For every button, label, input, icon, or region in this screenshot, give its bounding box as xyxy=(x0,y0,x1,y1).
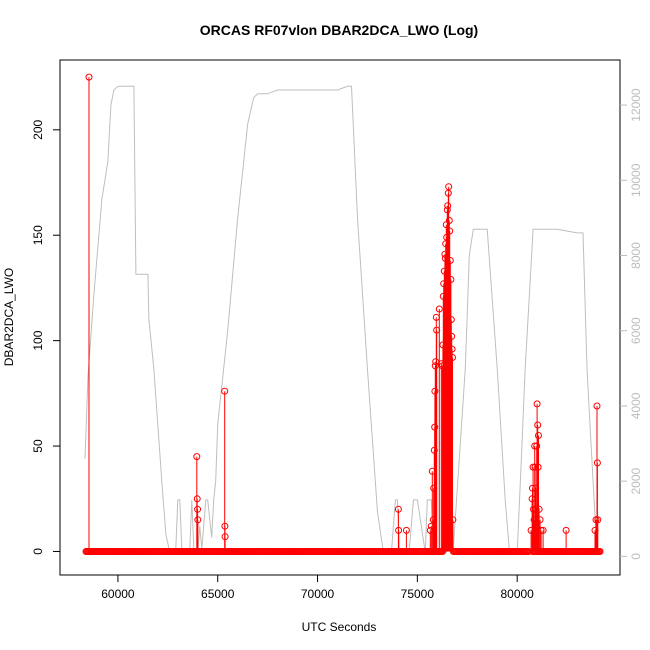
data-point xyxy=(395,526,403,534)
y2-tick-label: 0 xyxy=(629,553,643,560)
data-point xyxy=(193,453,201,461)
y2-tick-label: 8000 xyxy=(629,242,643,269)
primary-series-points xyxy=(82,73,604,555)
data-point xyxy=(593,459,601,467)
data-point xyxy=(445,217,453,224)
data-point xyxy=(447,316,455,324)
y-tick-label: 0 xyxy=(31,548,45,555)
secondary-series-line xyxy=(84,85,598,554)
data-point xyxy=(449,354,456,361)
data-point xyxy=(447,276,455,283)
data-point xyxy=(594,516,602,524)
data-point xyxy=(539,526,547,534)
secondary-line xyxy=(84,85,598,554)
y2-tick-label: 2000 xyxy=(629,467,643,494)
x-tick-label: 60000 xyxy=(101,587,135,601)
data-point xyxy=(537,526,545,534)
data-point xyxy=(394,505,402,513)
x-tick-label: 75000 xyxy=(401,587,435,601)
data-point xyxy=(85,73,93,81)
y-axis-label: DBAR2DCA_LWO xyxy=(2,268,16,366)
data-point xyxy=(562,526,570,534)
data-point xyxy=(221,387,229,395)
data-point xyxy=(449,516,457,524)
x-tick-label: 65000 xyxy=(201,587,235,601)
data-point xyxy=(435,305,443,313)
x-tick-label: 80000 xyxy=(500,587,534,601)
data-point xyxy=(536,516,544,524)
data-point xyxy=(529,463,537,471)
data-point xyxy=(535,505,543,513)
data-point xyxy=(194,516,202,524)
data-point xyxy=(534,421,542,429)
y2-tick-label: 6000 xyxy=(629,317,643,344)
data-point xyxy=(194,505,202,513)
data-point xyxy=(446,257,454,264)
data-point xyxy=(221,522,229,530)
data-point xyxy=(193,495,201,503)
y2-tick-label: 12000 xyxy=(629,88,643,122)
axes: 60000 65000 70000 75000 80000050100150200020… xyxy=(31,59,643,601)
y-tick-label: 200 xyxy=(31,119,45,139)
data-point xyxy=(402,526,410,534)
data-point xyxy=(445,183,453,191)
x-tick-label: 70000 xyxy=(301,587,335,601)
y-tick-label: 100 xyxy=(31,330,45,350)
y2-tick-label: 4000 xyxy=(629,392,643,419)
x-axis-label: UTC Seconds xyxy=(302,620,377,634)
data-point xyxy=(444,202,452,210)
plot-frame xyxy=(59,59,621,576)
data-point xyxy=(446,227,454,235)
data-point xyxy=(533,400,541,408)
data-point xyxy=(593,402,601,410)
data-point xyxy=(448,345,456,353)
data-point xyxy=(221,533,229,541)
y-tick-label: 150 xyxy=(31,225,45,245)
data-point xyxy=(448,332,456,340)
chart-title: ORCAS RF07vlon DBAR2DCA_LWO (Log) xyxy=(200,22,478,38)
data-point xyxy=(535,432,542,439)
y2-tick-label: 10000 xyxy=(629,163,643,197)
y-tick-label: 50 xyxy=(31,439,45,453)
